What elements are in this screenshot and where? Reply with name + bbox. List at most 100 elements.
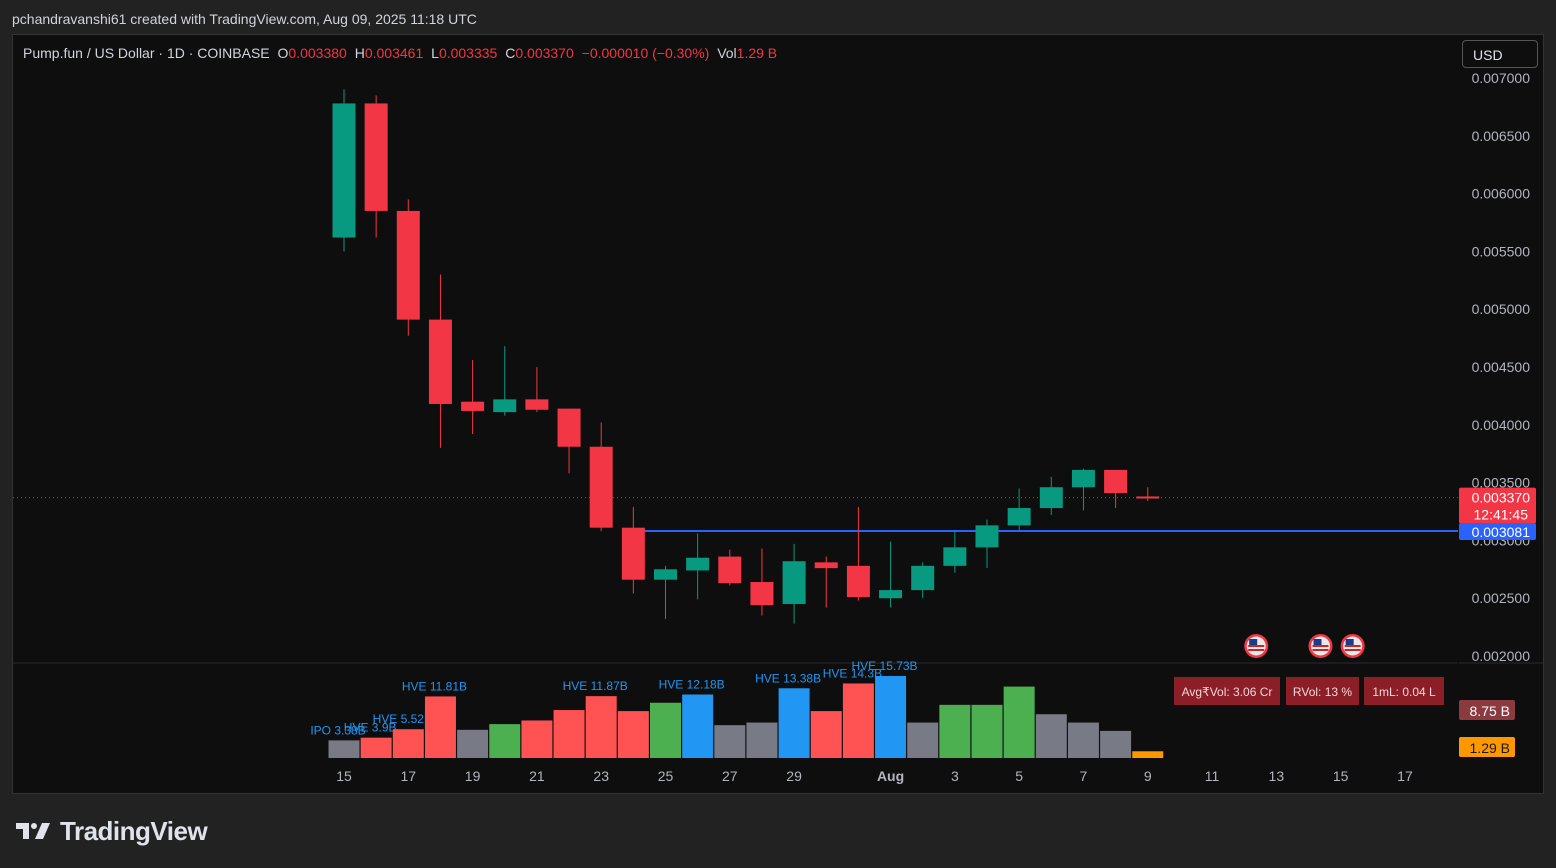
last-volume-tag (1459, 737, 1515, 757)
volume-bar (778, 688, 810, 758)
candle-body (782, 561, 806, 604)
x-tick-label: Aug (877, 768, 904, 784)
tradingview-watermark: TradingView (14, 814, 208, 848)
ohlc-legend: Pump.fun / US Dollar · 1D · COINBASE O0.… (23, 45, 781, 61)
volume-bar (424, 696, 456, 758)
candle-body (1007, 508, 1031, 526)
x-tick-label: 25 (658, 768, 674, 784)
symbol-label: Pump.fun / US Dollar · 1D · COINBASE (23, 45, 270, 61)
y-tick-label: 0.003500 (1472, 475, 1531, 491)
candle-body (1071, 469, 1095, 488)
volume-bar (1100, 730, 1132, 758)
candle-body (364, 103, 388, 211)
y-tick-label: 0.005000 (1472, 301, 1531, 317)
candle-body (911, 565, 935, 591)
y-tick-label: 0.006000 (1472, 186, 1531, 202)
last-price-tag (1459, 487, 1536, 524)
stat-box (1364, 677, 1444, 705)
x-tick-label: 3 (951, 768, 959, 784)
volume-bar (939, 704, 971, 758)
volume-bar (489, 724, 521, 758)
stat-label: Avg₹Vol: 3.06 Cr (1182, 685, 1273, 699)
x-tick-label: 7 (1080, 768, 1088, 784)
volume-bar (650, 702, 681, 758)
x-tick-label: 13 (1269, 768, 1285, 784)
hve-label: HVE 15.73B (852, 659, 918, 673)
hve-label: HVE 14.3B (823, 666, 882, 680)
open-value: 0.003380 (288, 45, 347, 61)
volume-bar (1003, 686, 1035, 758)
candle-body (396, 210, 420, 320)
avg-volume-tag (1459, 700, 1515, 720)
volume-bar (521, 720, 553, 758)
volume-value: 1.29 B (736, 45, 778, 61)
volume-bar (617, 711, 649, 758)
watermark-text: TradingView (60, 815, 208, 846)
volume-label: Vol (717, 45, 737, 61)
volume-bar (875, 676, 907, 758)
volume-bar (682, 694, 714, 758)
us-flag-canton (1345, 639, 1354, 645)
candle-body (461, 401, 485, 411)
candle-body (589, 446, 613, 528)
last-price-label: 0.003370 (1472, 490, 1531, 506)
volume-bar (714, 725, 746, 758)
us-flag-stripe (1344, 649, 1361, 651)
x-tick-label: 29 (786, 768, 802, 784)
hve-label: IPO 3.38B (310, 723, 365, 737)
candle-body (686, 557, 710, 571)
candle-body (943, 547, 967, 566)
x-tick-label: 17 (401, 768, 417, 784)
volume-bar (842, 683, 874, 758)
candle-body (1039, 487, 1063, 509)
currency-button[interactable]: USD (1462, 40, 1538, 68)
high-value: 0.003461 (364, 45, 424, 61)
stat-label: RVol: 13 % (1293, 685, 1352, 699)
support-price-tag (1459, 523, 1536, 541)
y-tick-label: 0.005500 (1472, 243, 1531, 259)
y-tick-label: 0.007000 (1472, 70, 1531, 86)
us-flag-stripe (1344, 645, 1361, 647)
x-tick-label: 23 (593, 768, 609, 784)
us-flag-canton (1313, 639, 1322, 645)
candle-body (332, 103, 356, 238)
volume-bar (1132, 751, 1164, 758)
candle-body (975, 525, 999, 548)
volume-bar (746, 722, 778, 758)
hve-label: HVE 11.87B (563, 679, 628, 693)
candle-body (557, 408, 581, 447)
volume-bar (1067, 722, 1099, 758)
last-volume-label: 1.29 B (1470, 740, 1510, 756)
us-flag-stripe (1312, 645, 1329, 647)
avg-volume-label: 8.75 B (1470, 703, 1510, 719)
low-label: L (431, 45, 439, 61)
candle-body (621, 527, 645, 580)
hve-label: HVE 3.9B (344, 721, 397, 735)
x-tick-label: 15 (1333, 768, 1349, 784)
countdown-label: 12:41:45 (1474, 507, 1529, 523)
change-value: −0.000010 (−0.30%) (581, 45, 710, 61)
y-tick-label: 0.004500 (1472, 359, 1531, 375)
hve-label: HVE 12.18B (659, 678, 725, 692)
volume-bar (810, 711, 842, 758)
x-tick-label: 27 (722, 768, 738, 784)
volume-bar (553, 710, 585, 758)
candle-body (428, 319, 452, 404)
y-tick-label: 0.006500 (1472, 128, 1531, 144)
candle-body (846, 565, 870, 598)
x-tick-label: 11 (1205, 768, 1220, 784)
volume-bar (328, 740, 360, 758)
volume-bar (360, 737, 392, 758)
volume-bar (971, 704, 1003, 758)
tradingview-logo-icon (16, 823, 50, 839)
volume-bar (585, 696, 617, 758)
volume-bar (457, 729, 489, 758)
support-price-label: 0.003081 (1472, 524, 1531, 540)
candle-body (814, 562, 838, 569)
y-tick-label: 0.002500 (1472, 590, 1531, 606)
open-label: O (277, 45, 289, 61)
y-tick-label: 0.004000 (1472, 417, 1531, 433)
hve-label: HVE 5.52B (373, 712, 432, 726)
x-tick-label: 17 (1397, 768, 1413, 784)
